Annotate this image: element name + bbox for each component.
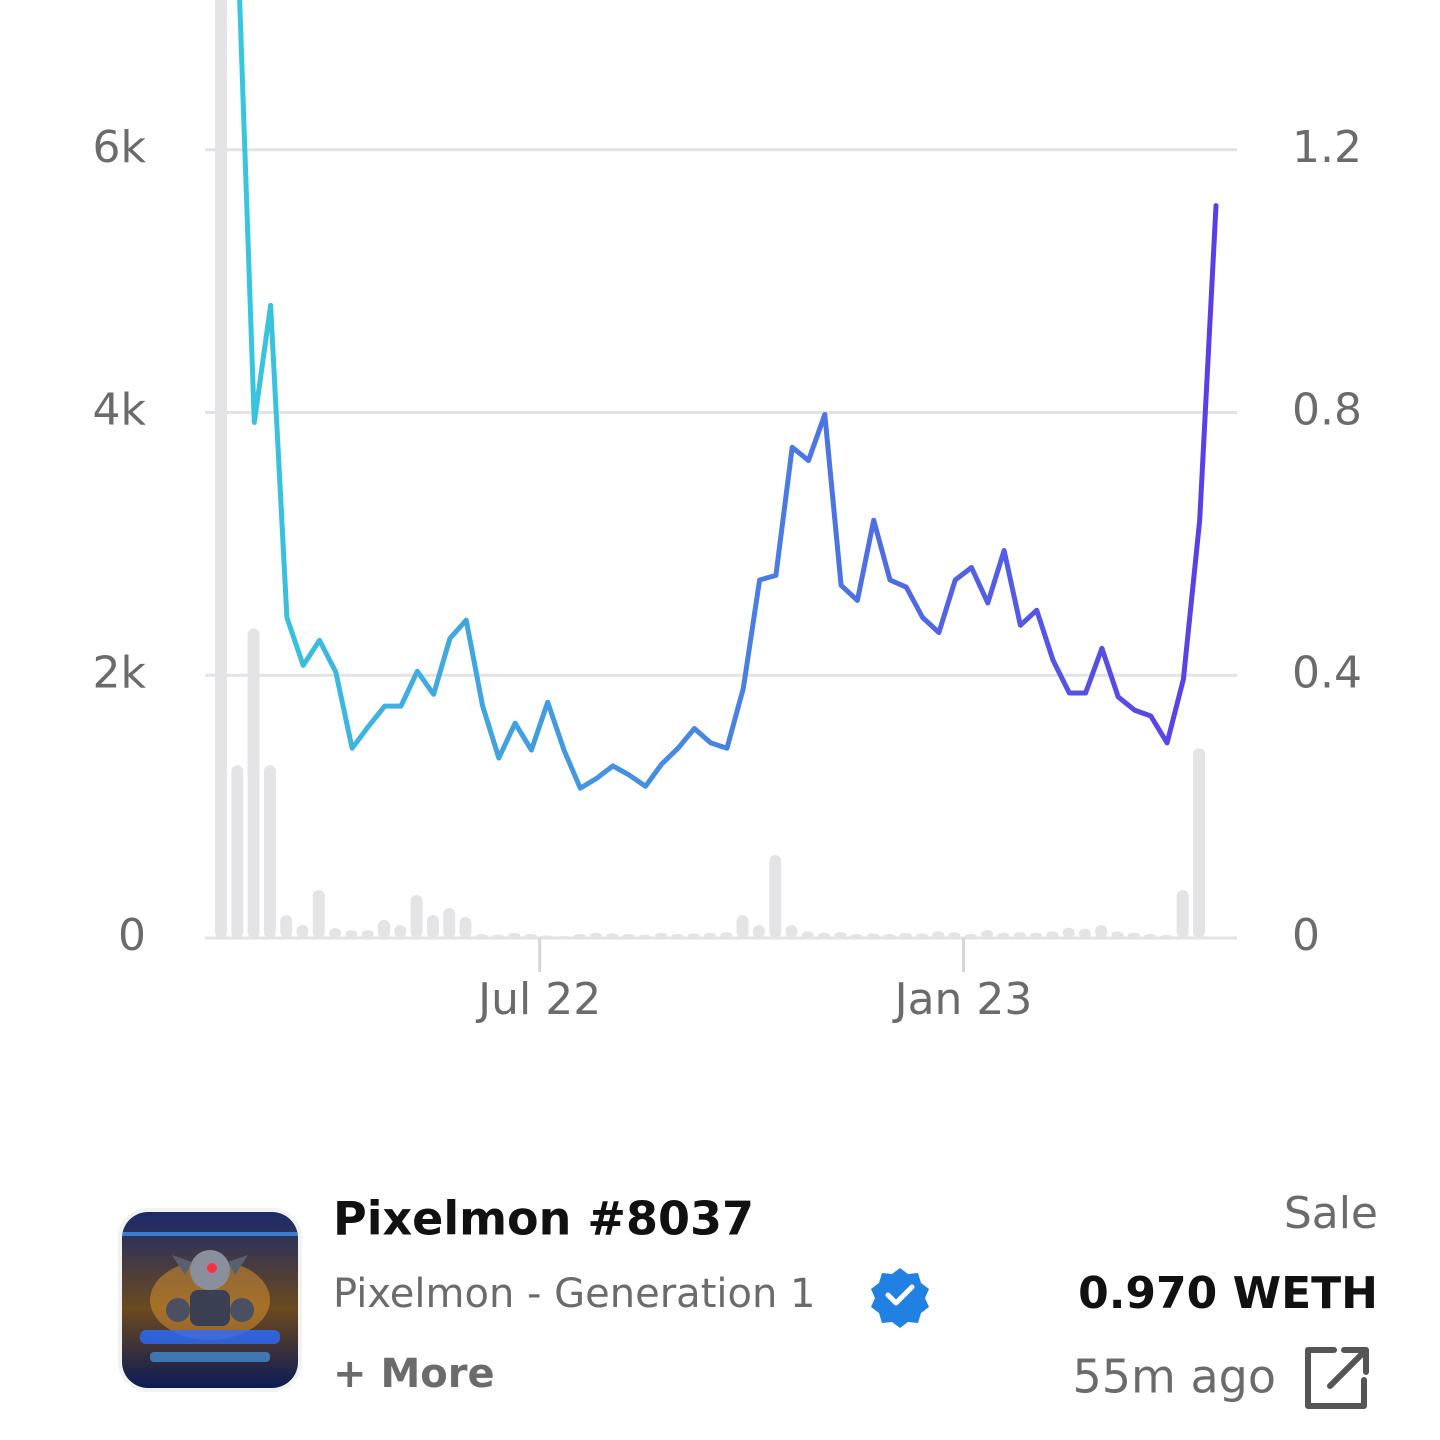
external-link-icon[interactable] <box>1305 1347 1369 1409</box>
y2-tick-label: 0.8 <box>1292 385 1362 436</box>
volume-bar <box>720 932 733 938</box>
volume-bar <box>752 924 765 938</box>
item-image <box>122 1212 298 1388</box>
volume-bar <box>1127 932 1140 938</box>
volume-bar <box>769 855 782 938</box>
volume-bar <box>687 933 700 938</box>
volume-bar <box>899 932 912 938</box>
volume-bar <box>589 932 602 938</box>
volume-bar <box>247 628 260 938</box>
y2-tick-label: 0 <box>1292 910 1320 961</box>
volume-bar <box>557 936 570 938</box>
volume-bar <box>329 928 342 938</box>
volume-bar <box>834 932 847 938</box>
volume-bar <box>1013 932 1026 938</box>
volume-bar <box>915 933 928 938</box>
volume-bar <box>1046 931 1059 938</box>
volume-bar <box>948 932 961 938</box>
y-tick-label: 4k <box>93 385 147 436</box>
volume-bar <box>638 934 651 938</box>
volume-bar <box>410 895 423 938</box>
y2-tick-label: 1.2 <box>1292 122 1362 173</box>
volume-bar <box>312 890 325 938</box>
volume-bar <box>231 765 244 938</box>
y-tick-label: 0 <box>118 910 146 961</box>
volume-bar <box>671 934 684 938</box>
volume-bar <box>736 915 749 938</box>
volume-bar <box>475 934 488 938</box>
volume-bar <box>1193 748 1205 938</box>
volume-bar <box>981 930 994 938</box>
x-tick-label: Jan 23 <box>892 974 1033 1025</box>
volume-bar <box>541 935 553 938</box>
volume-bar <box>394 924 407 938</box>
volume-bar <box>426 915 439 938</box>
verified-badge <box>871 1268 929 1328</box>
volume-bar <box>345 930 358 938</box>
volume-bar <box>280 915 293 938</box>
volume-bar <box>1160 934 1173 938</box>
volume-bar <box>296 924 309 938</box>
volume-bar <box>263 765 276 938</box>
volume-bar <box>655 932 668 938</box>
sale-time: 55m ago <box>1073 1350 1277 1404</box>
volume-bar <box>704 932 716 938</box>
volume-bar <box>1144 934 1157 938</box>
y-tick-label: 2k <box>93 647 147 698</box>
volume-bar <box>573 934 586 938</box>
volume-bar <box>867 933 879 938</box>
y2-tick-label: 0.4 <box>1292 647 1362 698</box>
item-card[interactable]: Pixelmon #8037 Pixelmon - Generation 1 +… <box>118 1188 1378 1409</box>
more-link[interactable]: + More <box>333 1351 495 1397</box>
volume-bar <box>1078 928 1091 938</box>
volume-bar <box>508 932 521 938</box>
volume-bar <box>1095 924 1108 938</box>
volume-bar <box>1176 890 1189 938</box>
volume-bar <box>1030 932 1042 938</box>
volume-bar <box>1062 927 1075 938</box>
volume-bar <box>622 934 635 938</box>
volume-bar <box>606 933 619 938</box>
volume-bar <box>524 934 537 938</box>
volume-bar <box>361 930 374 938</box>
volume-bar <box>932 931 945 938</box>
y-tick-label: 6k <box>93 122 147 173</box>
volume-bar <box>785 924 798 938</box>
price-line <box>237 0 1219 791</box>
event-type: Sale <box>1284 1188 1378 1239</box>
volume-bar <box>801 931 814 938</box>
volume-bar <box>378 920 390 938</box>
volume-bar <box>883 934 896 938</box>
volume-bar <box>215 0 227 938</box>
volume-bar <box>850 934 863 938</box>
volume-bar <box>443 908 456 938</box>
volume-bar <box>1111 931 1124 938</box>
volume-bar <box>818 932 831 938</box>
x-tick-label: Jul 22 <box>475 974 601 1025</box>
item-title: Pixelmon #8037 <box>333 1192 754 1246</box>
sale-price: 0.970 WETH <box>1078 1268 1378 1319</box>
volume-bar <box>492 934 505 938</box>
volume-bar <box>459 916 472 938</box>
collection-name[interactable]: Pixelmon - Generation 1 <box>333 1271 815 1317</box>
volume-bar <box>964 934 977 938</box>
volume-bar <box>997 932 1010 938</box>
